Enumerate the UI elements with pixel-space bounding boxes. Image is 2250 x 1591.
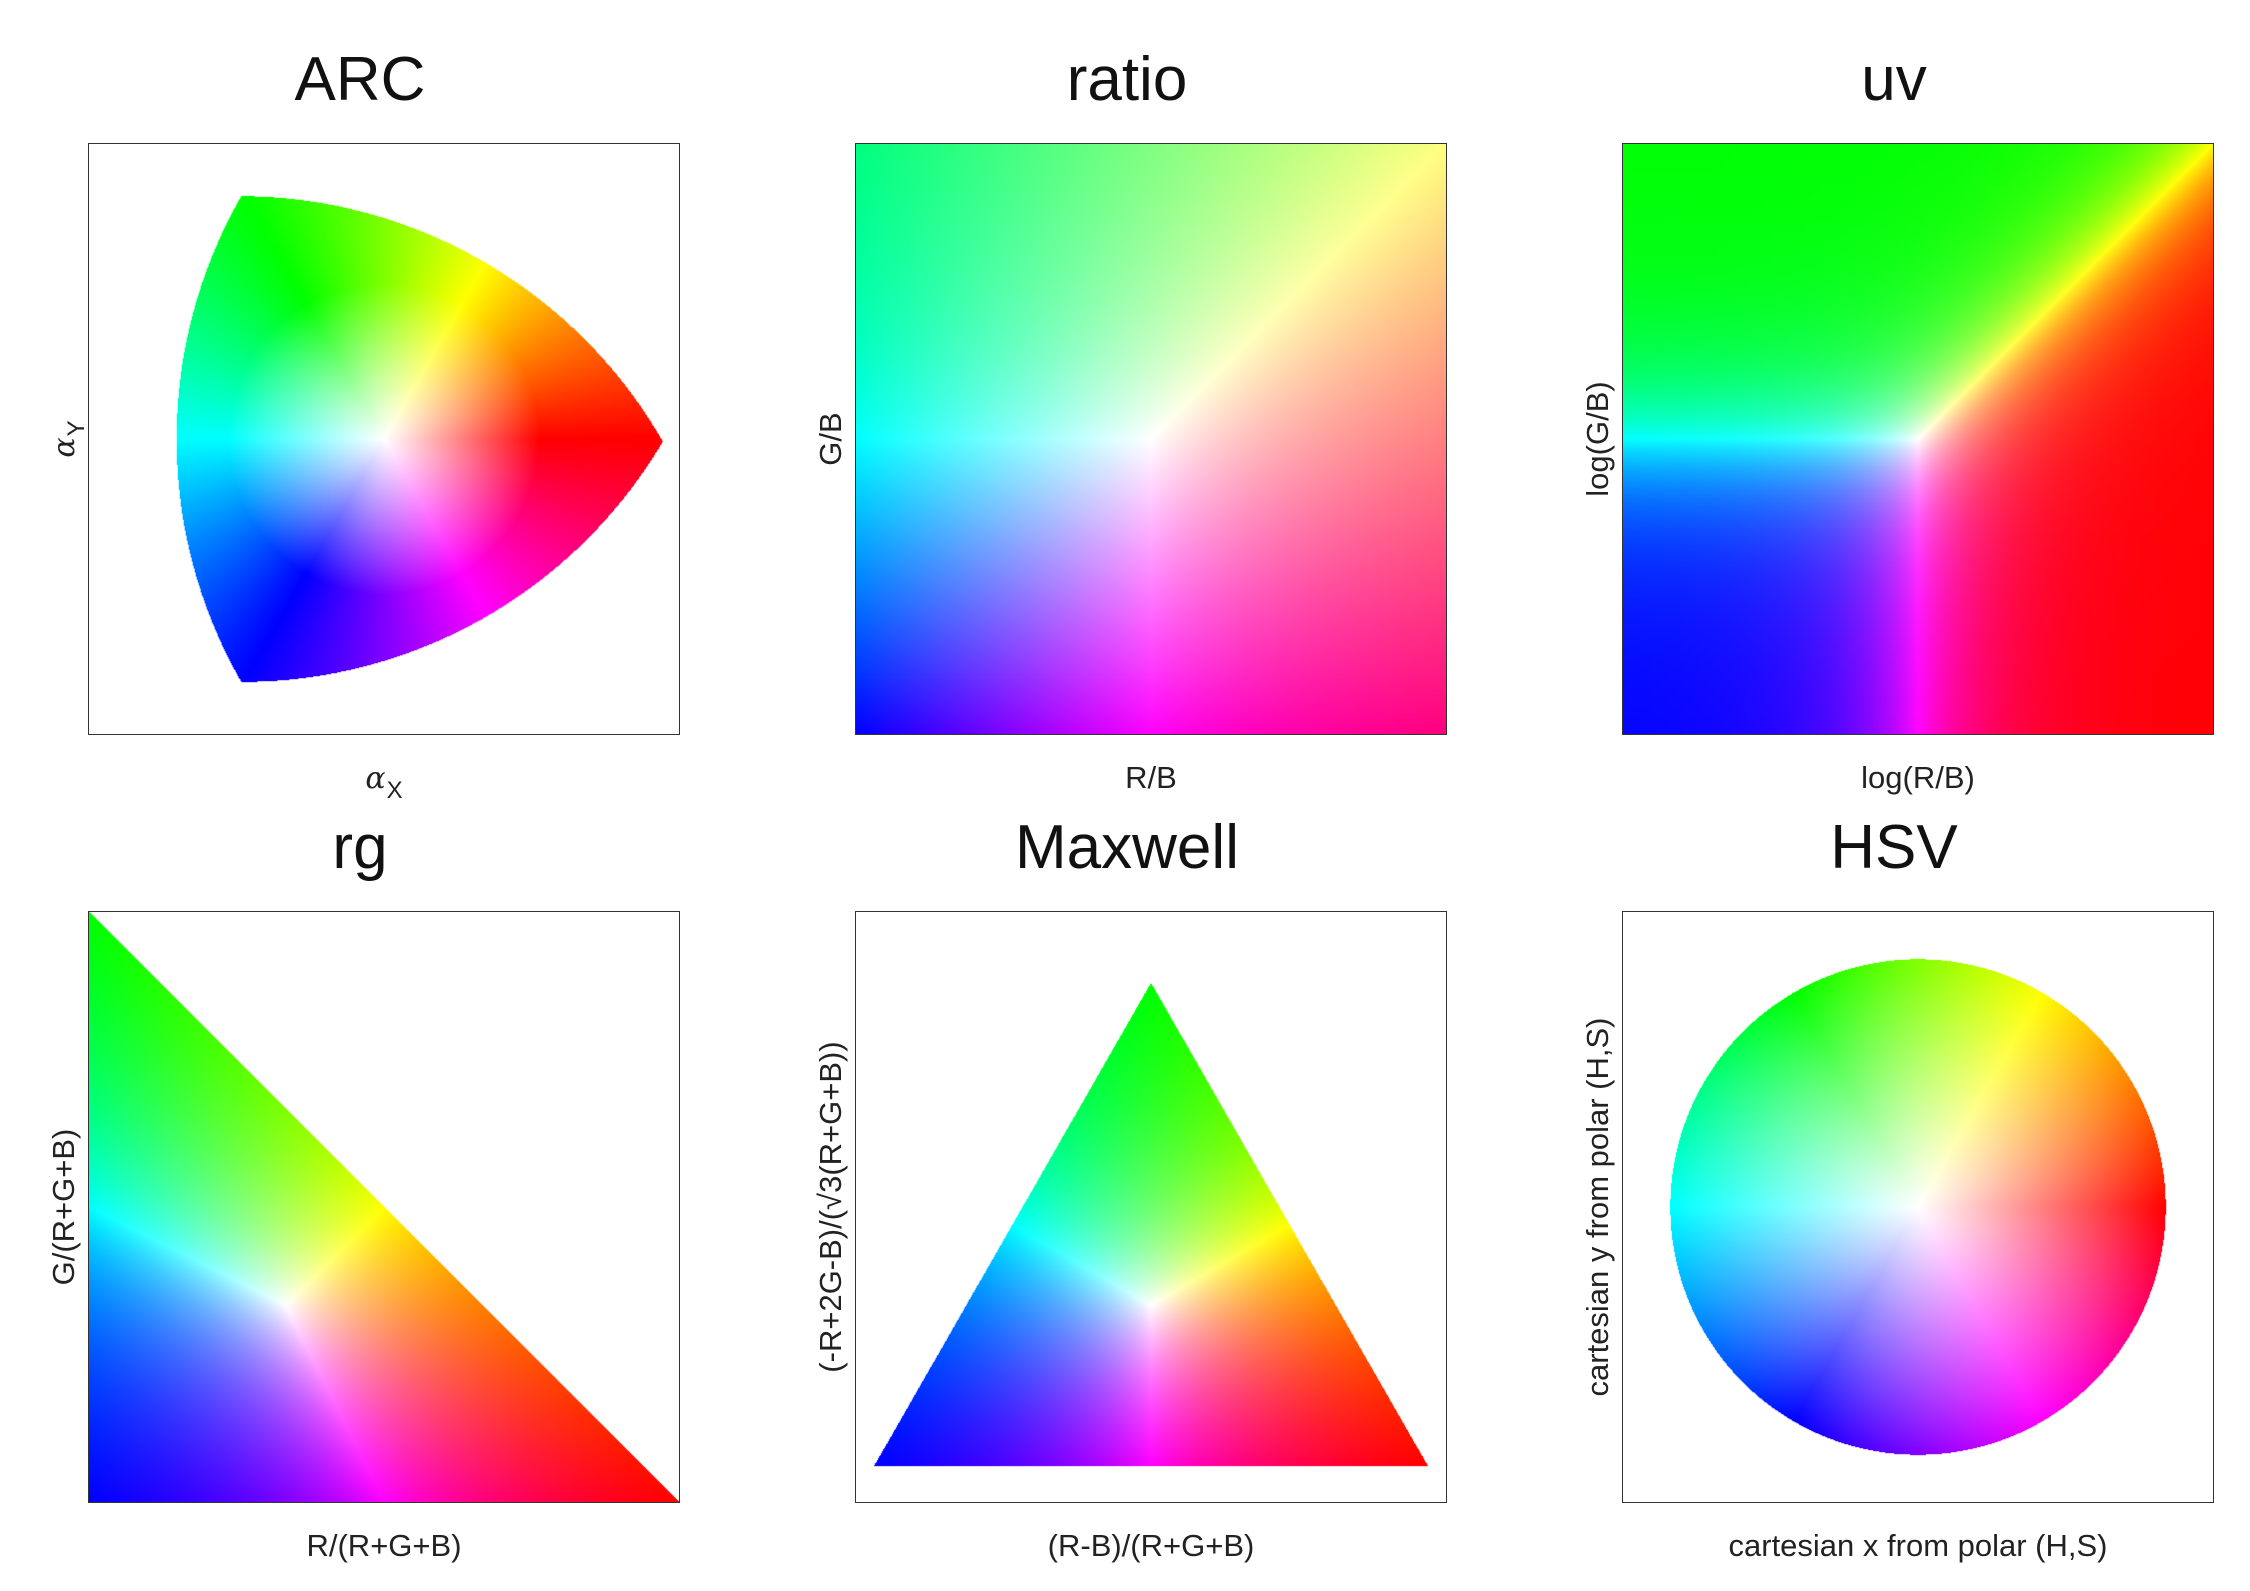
y-axis-label: G/B [813,412,848,466]
y-axis-label: αY [47,420,90,458]
y-axis-label: (-R+2G-B)/(√3(R+G+B)) [813,1041,848,1373]
panel-title: Maxwell [1015,813,1239,882]
plot-area [1622,911,2214,1503]
plot-area [855,143,1447,735]
x-axis-label: (R-B)/(R+G+B) [1047,1528,1255,1563]
plot-area [88,143,680,735]
panel-title: uv [1861,45,1927,114]
chromaticity-plot-hsv [1623,912,2213,1502]
panel-hsv: HSV cartesian x from polar (H,S) cartesi… [1534,768,2250,1563]
plot-area [1622,143,2214,735]
panel-uv: uv log(R/B) log(G/B) [1534,0,2250,795]
chromaticity-plot-uv [1623,144,2213,734]
panel-title: ratio [1066,45,1188,114]
x-axis-label: R/(R+G+B) [306,1528,462,1563]
plot-area [855,911,1447,1503]
panel-maxwell: Maxwell (R-B)/(R+G+B) (-R+2G-B)/(√3(R+G+… [767,768,1487,1563]
x-axis-label: αX [365,761,403,804]
panel-title: HSV [1830,813,1958,882]
panel-ratio: ratio R/B G/B [767,0,1487,795]
chromaticity-plot-arc [89,144,679,734]
plot-area [88,911,680,1503]
x-axis-label: R/B [1125,760,1177,795]
panel-title: ARC [294,45,426,114]
panel-title: rg [332,813,388,882]
chromaticity-plot-maxwell [856,912,1446,1502]
chromaticity-plot-rg [89,912,679,1502]
x-axis-label: cartesian x from polar (H,S) [1728,1528,2108,1563]
y-axis-label: G/(R+G+B) [46,1128,81,1286]
y-axis-label: log(G/B) [1580,381,1615,497]
x-axis-label: log(R/B) [1861,760,1975,795]
panel-arc: ARC αX αY [0,0,720,804]
chromaticity-plot-ratio [856,144,1446,734]
y-axis-label: cartesian y from polar (H,S) [1580,1017,1615,1397]
panel-rg: rg R/(R+G+B) G/(R+G+B) [0,768,720,1563]
